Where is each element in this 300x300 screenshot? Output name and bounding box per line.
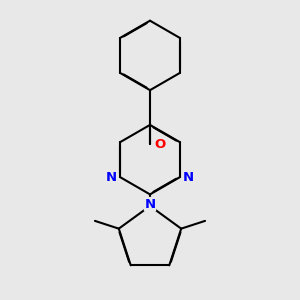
Text: O: O [154, 138, 165, 151]
Text: N: N [144, 197, 156, 211]
Text: N: N [106, 170, 117, 184]
Text: N: N [183, 170, 194, 184]
